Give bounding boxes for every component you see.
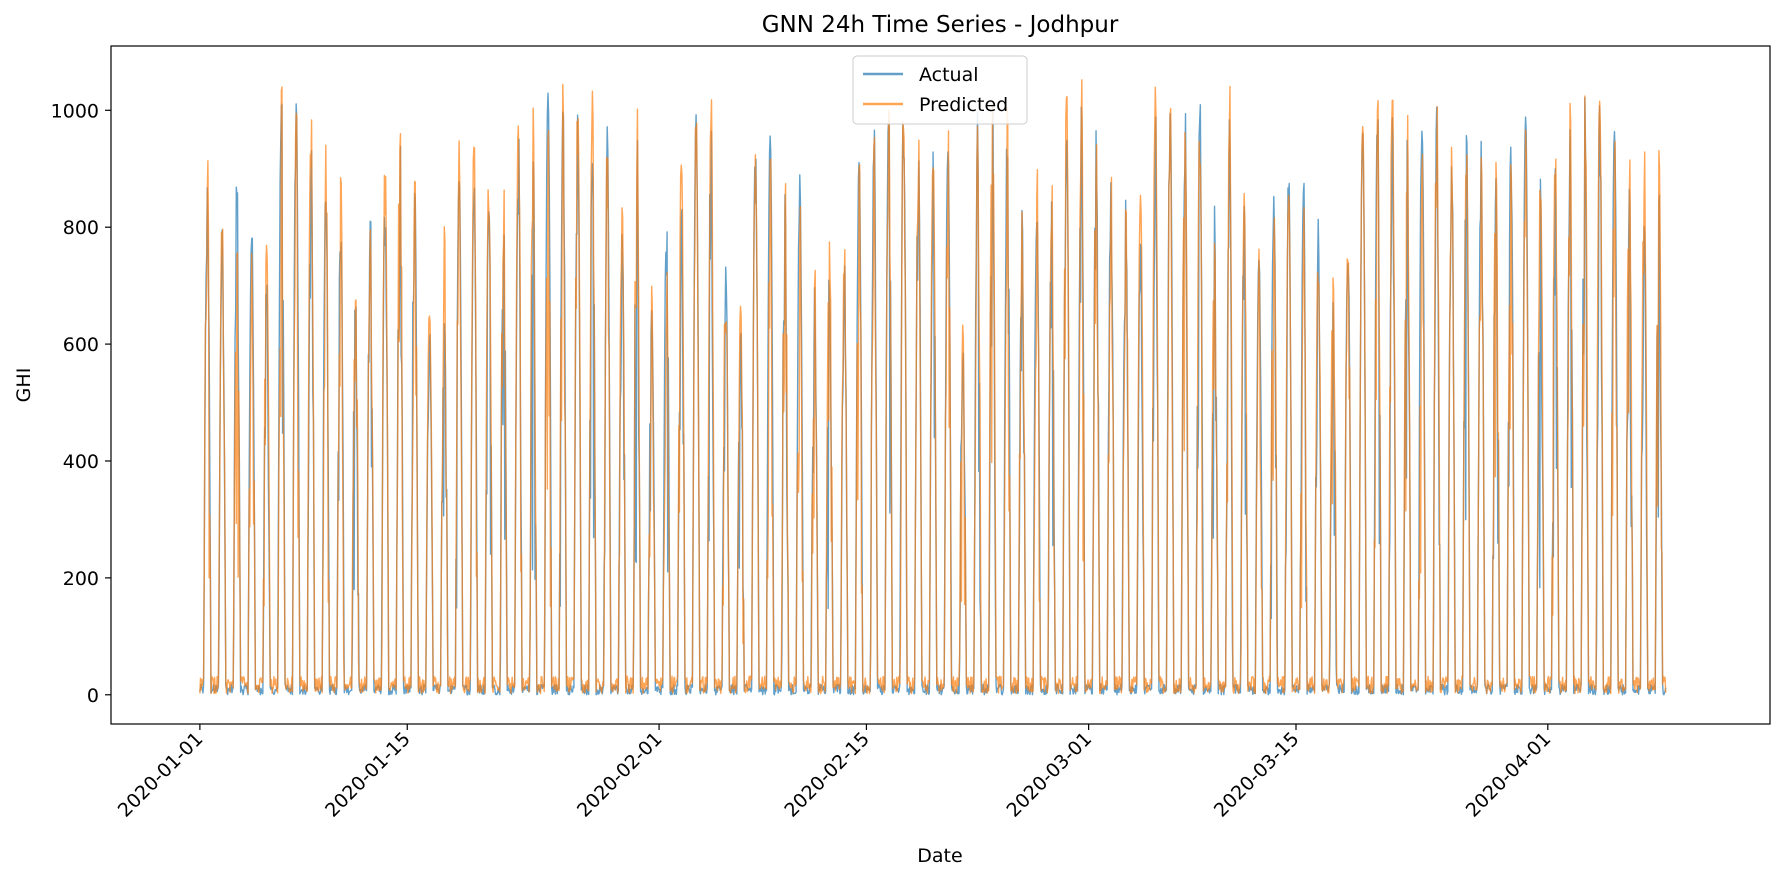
legend-label-predicted: Predicted [919, 94, 1008, 116]
chart-title: GNN 24h Time Series - Jodhpur [762, 12, 1119, 38]
plot-frame [110, 45, 1771, 725]
series-line-predicted [199, 79, 1667, 695]
y-tick-label: 1000 [51, 100, 99, 122]
legend-label-actual: Actual [919, 64, 979, 86]
plot-series-layer [199, 79, 1667, 696]
y-tick-label: 200 [63, 568, 99, 590]
y-axis: 0 200 400 600 800 1000 [51, 100, 111, 707]
y-tick-label: 400 [63, 451, 99, 473]
y-tick-label: 0 [87, 685, 99, 707]
legend[interactable]: Actual Predicted [852, 55, 1028, 125]
y-tick-label: 800 [63, 217, 99, 239]
y-tick-label: 600 [63, 334, 99, 356]
x-axis-label: Date [917, 845, 962, 867]
y-axis-label: GHI [13, 368, 35, 403]
